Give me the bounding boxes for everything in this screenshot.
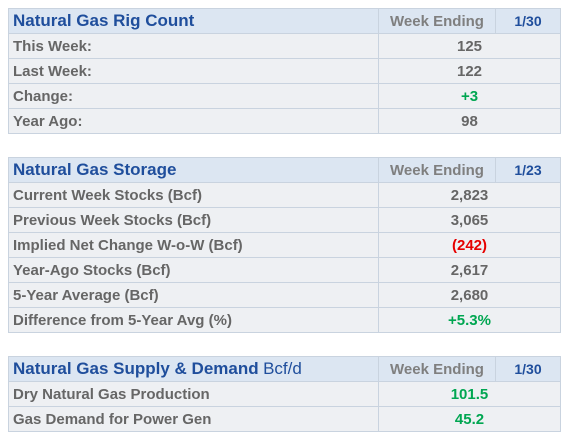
data-row: 5-Year Average (Bcf) 2,680 xyxy=(8,282,561,308)
data-row: Year Ago: 98 xyxy=(8,108,561,134)
title-cell: Natural Gas Rig Count xyxy=(8,8,379,34)
table-title: Natural Gas Supply & Demand xyxy=(13,359,259,378)
header-date: 1/23 xyxy=(495,157,561,183)
title-cell: Natural Gas Supply & Demand Bcf/d xyxy=(8,356,379,382)
row-label: Last Week: xyxy=(8,58,379,84)
header-row: Natural Gas Supply & Demand Bcf/d Week En… xyxy=(8,356,561,382)
data-table: Natural Gas Rig Count Week Ending 1/30 This… xyxy=(8,8,561,134)
data-row: Difference from 5-Year Avg (%) +5.3% xyxy=(8,307,561,333)
data-table: Natural Gas Supply & Demand Bcf/d Week En… xyxy=(8,356,561,432)
header-date: 1/30 xyxy=(495,8,561,34)
row-label: Dry Natural Gas Production xyxy=(8,381,379,407)
row-label: Year-Ago Stocks (Bcf) xyxy=(8,257,379,283)
row-value: 98 xyxy=(378,108,561,134)
data-row: This Week: 125 xyxy=(8,33,561,59)
header-date: 1/30 xyxy=(495,356,561,382)
data-row: Last Week: 122 xyxy=(8,58,561,84)
row-value: 101.5 xyxy=(378,381,561,407)
data-row: Current Week Stocks (Bcf) 2,823 xyxy=(8,182,561,208)
row-label: Difference from 5-Year Avg (%) xyxy=(8,307,379,333)
row-value: 45.2 xyxy=(378,406,561,432)
row-value: (242) xyxy=(378,232,561,258)
header-row: Natural Gas Rig Count Week Ending 1/30 xyxy=(8,8,561,34)
data-row: Year-Ago Stocks (Bcf) 2,617 xyxy=(8,257,561,283)
header-row: Natural Gas Storage Week Ending 1/23 xyxy=(8,157,561,183)
row-value: 3,065 xyxy=(378,207,561,233)
row-label: Previous Week Stocks (Bcf) xyxy=(8,207,379,233)
data-row: Gas Demand for Power Gen 45.2 xyxy=(8,406,561,432)
row-value: 2,680 xyxy=(378,282,561,308)
row-label: This Week: xyxy=(8,33,379,59)
row-label: Gas Demand for Power Gen xyxy=(8,406,379,432)
row-label: 5-Year Average (Bcf) xyxy=(8,282,379,308)
table-title: Natural Gas Storage xyxy=(13,160,177,179)
row-value: 2,823 xyxy=(378,182,561,208)
row-label: Implied Net Change W-o-W (Bcf) xyxy=(8,232,379,258)
title-cell: Natural Gas Storage xyxy=(8,157,379,183)
row-label: Change: xyxy=(8,83,379,109)
row-value: 125 xyxy=(378,33,561,59)
row-value: 2,617 xyxy=(378,257,561,283)
header-label: Week Ending xyxy=(378,356,496,382)
data-row: Change: +3 xyxy=(8,83,561,109)
data-row: Previous Week Stocks (Bcf) 3,065 xyxy=(8,207,561,233)
row-label: Current Week Stocks (Bcf) xyxy=(8,182,379,208)
row-value: +5.3% xyxy=(378,307,561,333)
header-label: Week Ending xyxy=(378,157,496,183)
data-row: Implied Net Change W-o-W (Bcf) (242) xyxy=(8,232,561,258)
header-label: Week Ending xyxy=(378,8,496,34)
data-table: Natural Gas Storage Week Ending 1/23 Curren… xyxy=(8,157,561,333)
row-value: +3 xyxy=(378,83,561,109)
title-unit: Bcf/d xyxy=(263,359,302,378)
row-label: Year Ago: xyxy=(8,108,379,134)
data-row: Dry Natural Gas Production 101.5 xyxy=(8,381,561,407)
row-value: 122 xyxy=(378,58,561,84)
table-title: Natural Gas Rig Count xyxy=(13,11,195,30)
